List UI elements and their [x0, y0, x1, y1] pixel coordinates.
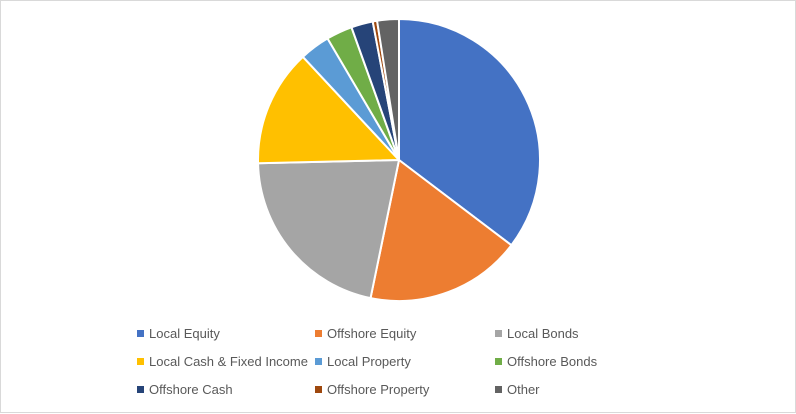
pie-slice-local-cash-fixed-income	[257, 55, 400, 165]
legend-swatch	[315, 357, 322, 365]
pie-slice-other	[376, 18, 400, 161]
legend-label: Local Cash & Fixed Income	[149, 353, 308, 369]
legend-item-offshore-bonds: Offshore Bonds	[495, 352, 645, 370]
legend-item-local-cash-fixed-income: Local Cash & Fixed Income	[137, 352, 315, 370]
legend-label: Offshore Bonds	[507, 353, 598, 369]
legend-swatch	[495, 357, 502, 365]
legend-label: Other	[507, 381, 540, 397]
legend-label: Offshore Property	[327, 381, 430, 397]
legend-swatch	[495, 329, 502, 337]
legend-item-local-equity: Local Equity	[137, 324, 315, 342]
pie-slice-local-equity	[398, 18, 541, 247]
legend-label: Offshore Equity	[327, 325, 417, 341]
legend-label: Offshore Cash	[149, 381, 233, 397]
legend: Local Equity Offshore Equity Local Bonds Lo…	[137, 324, 645, 398]
legend-swatch	[137, 329, 144, 337]
pie-slice-offshore-equity	[369, 159, 513, 302]
legend-label: Local Equity	[149, 325, 220, 341]
legend-swatch	[315, 329, 322, 337]
legend-label: Local Property	[327, 353, 411, 369]
legend-item-local-bonds: Local Bonds	[495, 324, 645, 342]
legend-swatch	[315, 385, 322, 393]
legend-label: Local Bonds	[507, 325, 579, 341]
legend-item-offshore-cash: Offshore Cash	[137, 380, 315, 398]
pie-slice-local-bonds	[257, 159, 400, 300]
legend-swatch	[137, 385, 144, 393]
legend-item-local-property: Local Property	[315, 352, 495, 370]
legend-swatch	[137, 357, 144, 365]
legend-item-offshore-property: Offshore Property	[315, 380, 495, 398]
legend-swatch	[495, 385, 502, 393]
legend-item-offshore-equity: Offshore Equity	[315, 324, 495, 342]
legend-item-other: Other	[495, 380, 645, 398]
